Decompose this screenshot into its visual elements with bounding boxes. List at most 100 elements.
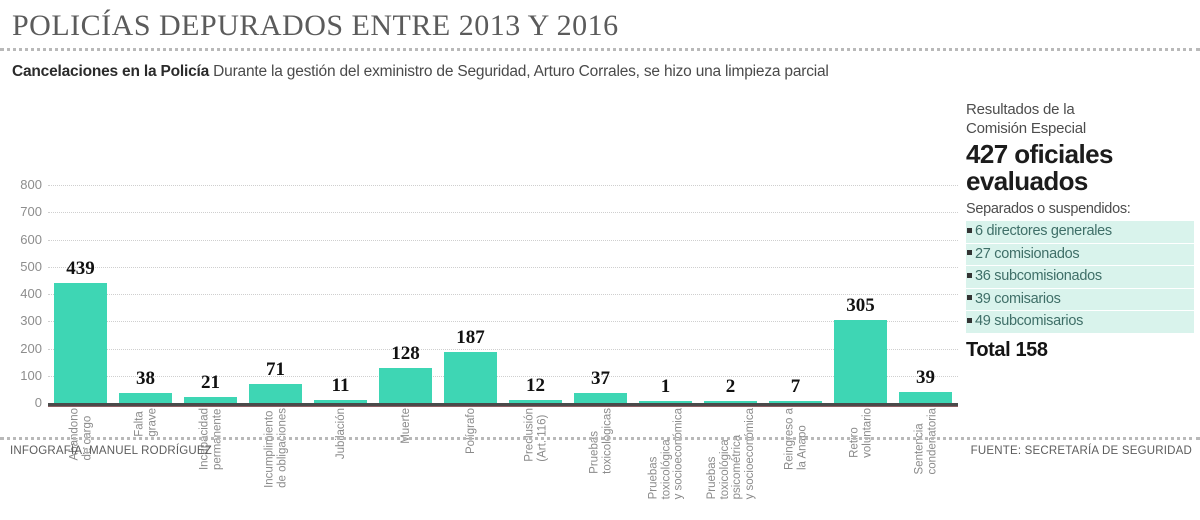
bar[interactable] — [899, 392, 952, 403]
gridline — [48, 321, 958, 323]
list-item-label: 39 comisarios — [975, 290, 1061, 307]
x-tick-label: Pruebas toxicológica y socioeconómica — [633, 408, 698, 518]
bullet-icon — [967, 272, 972, 278]
panel-headline-line1: 427 oficiales — [966, 139, 1113, 169]
subtitle: Cancelaciones en la Policía Durante la g… — [0, 54, 1200, 82]
bar[interactable] — [574, 392, 627, 403]
bar[interactable] — [184, 397, 237, 403]
bar-value-label: 2 — [725, 376, 736, 397]
bar-slot: 187 — [438, 185, 503, 403]
bar[interactable] — [769, 401, 822, 403]
bar-value-label: 12 — [526, 374, 545, 396]
bar-slot: 439 — [48, 185, 113, 403]
bar[interactable] — [834, 319, 887, 403]
list-item: 27 comisionados — [966, 243, 1194, 265]
panel-headline: 427 oficiales evaluados — [966, 141, 1194, 195]
y-tick-label: 400 — [20, 286, 42, 301]
gridline — [48, 266, 958, 268]
bar-value-label: 7 — [790, 376, 801, 397]
subtitle-text: Durante la gestión del exministro de Seg… — [209, 63, 829, 80]
x-tick-label: Muerte — [373, 408, 438, 518]
x-tick-label: Incapacidad permanente — [178, 408, 243, 518]
list-item-label: 49 subcomisarios — [975, 313, 1084, 329]
y-tick-label: 600 — [20, 231, 42, 247]
footer: INFOGRAFÍA: MANUEL RODRÍGUEZ FUENTE: SEC… — [0, 437, 1200, 457]
list-item: 49 subcomisarios — [966, 311, 1194, 333]
footer-credit: INFOGRAFÍA: MANUEL RODRÍGUEZ — [10, 445, 212, 457]
bar-value-label: 128 — [391, 343, 420, 365]
bar-value-label: 37 — [591, 367, 610, 389]
x-tick-label: Abandono de cargo — [48, 408, 113, 518]
y-tick-label: 200 — [20, 340, 42, 356]
x-tick-label: Retiro voluntario — [828, 408, 893, 518]
bar-slot: 21 — [178, 185, 243, 403]
panel-list: 6 directores generales 27 comisionados 36 … — [966, 221, 1194, 333]
list-item-label: 36 subcomisionados — [975, 268, 1102, 284]
x-tick-label: Falta grave — [113, 408, 178, 518]
x-tick-label: Jubilación — [308, 408, 373, 518]
panel-kicker-line1: Resultados de la — [966, 101, 1075, 118]
bar[interactable] — [704, 401, 757, 403]
y-tick-label: 0 — [34, 395, 42, 410]
bullet-icon — [967, 295, 972, 301]
bar-value-label: 38 — [136, 367, 155, 389]
gridline — [48, 375, 958, 377]
panel-headline-line2: evaluados — [966, 166, 1088, 196]
panel-kicker: Resultados de la Comisión Especial — [966, 100, 1194, 138]
subtitle-lead: Cancelaciones en la Policía — [12, 63, 210, 80]
bar[interactable] — [379, 368, 432, 403]
x-axis-baseline — [48, 403, 958, 407]
x-tick-label: Sentencia condenatoria — [893, 408, 958, 518]
bar-slot: 128 — [373, 185, 438, 403]
bar-value-label: 1 — [660, 376, 671, 397]
bar[interactable] — [444, 352, 497, 403]
footer-source: FUENTE: SECRETARÍA DE SEGURIDAD — [970, 445, 1192, 457]
bar-slot: 38 — [113, 185, 178, 403]
x-tick-label: Pruebas toxicológicas — [568, 408, 633, 518]
bar-value-label: 11 — [331, 375, 350, 397]
gridline — [48, 239, 958, 241]
x-tick-label: Incumplimiento de obligaciones — [243, 408, 308, 518]
bullet-icon — [967, 227, 972, 233]
bar[interactable] — [54, 283, 107, 403]
y-tick-label: 500 — [20, 258, 42, 274]
panel-kicker-line2: Comisión Especial — [966, 120, 1086, 137]
bar[interactable] — [119, 392, 172, 403]
list-item: 39 comisarios — [966, 288, 1194, 310]
gridline — [48, 185, 958, 186]
bar-value-label: 187 — [456, 327, 485, 349]
bullet-icon — [967, 250, 972, 256]
panel-total: Total 158 — [966, 338, 1048, 361]
y-tick-label: 700 — [20, 204, 42, 220]
y-tick-label: 300 — [20, 313, 42, 329]
bar[interactable] — [314, 400, 367, 403]
panel-subhead: Separados o suspendidos: — [966, 201, 1131, 217]
bar-value-label: 71 — [266, 358, 285, 380]
bar-slot: 12 — [503, 185, 568, 403]
bar-value-label: 21 — [201, 372, 220, 394]
bar-chart: 0 100 200 300 400 500 600 700 800 439 38 21 71 11 128… — [0, 82, 1200, 499]
y-tick-label: 800 — [20, 177, 42, 192]
bar-slot: 1 — [633, 185, 698, 403]
bar[interactable] — [249, 383, 302, 403]
gridline — [48, 348, 958, 350]
bar-slot: 39 — [893, 185, 958, 403]
x-tick-label: Polígrafo — [438, 408, 503, 518]
bar-slot: 7 — [763, 185, 828, 403]
bar[interactable] — [639, 401, 692, 403]
gridline — [48, 212, 958, 214]
bar-slot: 11 — [308, 185, 373, 403]
x-tick-label: Reingreso a la Anapo — [763, 408, 828, 518]
bar-value-label: 439 — [66, 258, 95, 280]
x-tick-label: Pruebas toxicológica psicométrica y socioec… — [698, 408, 763, 518]
bar[interactable] — [509, 399, 562, 403]
bar-slot: 71 — [243, 185, 308, 403]
list-item-label: 27 comisionados — [975, 245, 1080, 262]
results-panel: Resultados de la Comisión Especial 427 o… — [966, 100, 1194, 362]
header-divider — [0, 48, 1200, 54]
x-axis-labels: Abandono de cargo Falta grave Incapacidad per… — [48, 408, 958, 520]
gridline — [48, 294, 958, 295]
list-item-label: 6 directores generales — [975, 223, 1112, 239]
footer-divider — [0, 437, 1200, 440]
gridlines — [48, 185, 958, 403]
